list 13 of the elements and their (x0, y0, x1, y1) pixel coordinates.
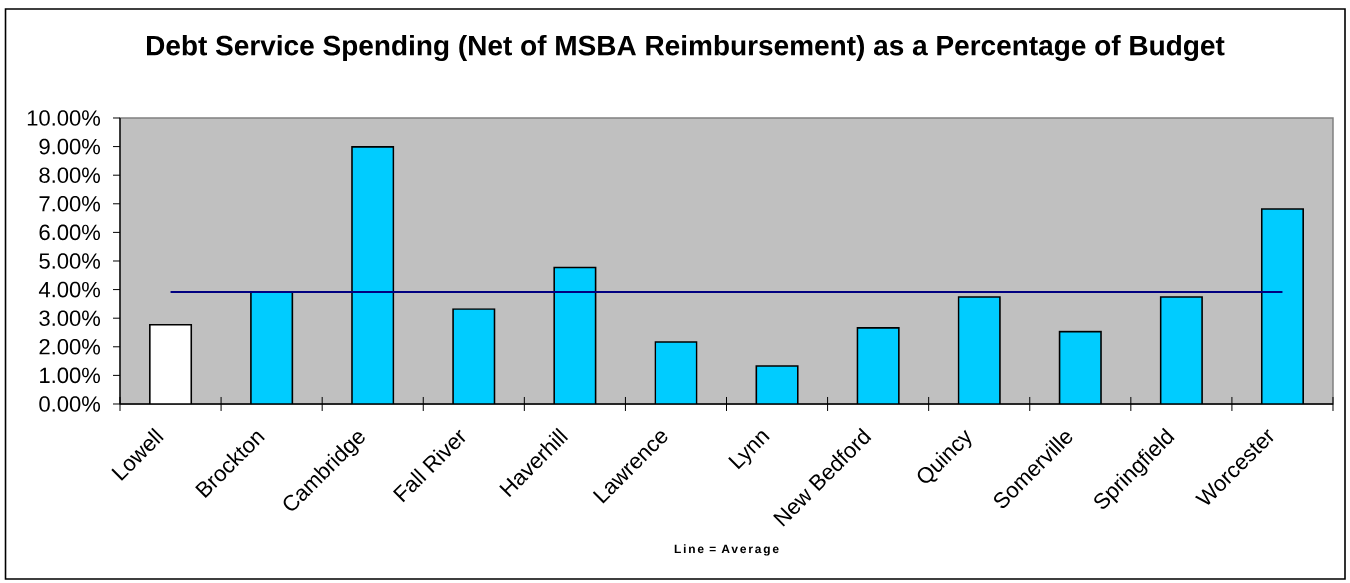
y-tick-label: 8.00% (39, 167, 101, 183)
y-tick-label: 3.00% (39, 310, 101, 326)
y-tick-label: 7.00% (39, 195, 101, 212)
y-tick-label: 0.00% (39, 396, 101, 412)
y-tick-label: 10.00% (27, 110, 101, 126)
y-tick-label: 5.00% (39, 253, 101, 269)
y-tick-label: 4.00% (38, 281, 101, 298)
chart-title: Debt Service Spending (Net of MSBA Reimbursement) as a Percentage of Budget (147, 34, 1225, 62)
text: Line = Average (674, 544, 779, 556)
y-tick-label: 9.00% (39, 138, 101, 155)
y-tick-label: 6.00% (39, 224, 101, 241)
y-tick-label: 1.00% (40, 367, 101, 384)
y-tick-label: 2.00% (39, 338, 101, 355)
